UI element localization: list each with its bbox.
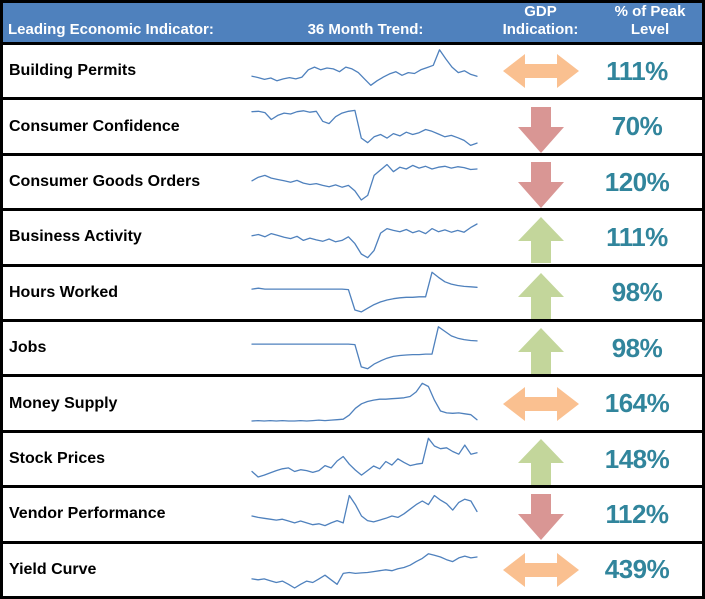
pct-of-peak-value: 111% [606, 55, 668, 86]
indicator-label: Hours Worked [9, 283, 119, 301]
indicator-label: Yield Curve [9, 560, 97, 578]
indicator-label: Stock Prices [9, 450, 106, 468]
indicator-label: Business Activity [9, 228, 142, 246]
gdp-arrow-flat-icon [483, 377, 598, 429]
table-row: Business Activity 111% [3, 211, 702, 267]
pct-of-peak-value: 98% [611, 332, 663, 363]
pct-of-peak-value: 439% [604, 554, 670, 585]
table-row: Yield Curve 439% [3, 543, 702, 597]
gdp-arrow-up-icon [483, 433, 598, 486]
trend-sparkline [248, 433, 483, 485]
table-row: Building Permits 111% [3, 45, 702, 101]
trend-sparkline [248, 488, 483, 540]
table-row: Consumer Goods Orders 120% [3, 155, 702, 212]
indicator-label: Money Supply [9, 394, 118, 412]
pct-of-peak-value: 112% [605, 498, 669, 529]
indicator-label: Vendor Performance [9, 505, 166, 523]
pct-of-peak-value: 98% [611, 277, 663, 308]
indicator-label: Consumer Goods Orders [9, 173, 201, 191]
indicator-label: Building Permits [9, 62, 137, 80]
header-gdp-line2: Indication: [502, 21, 579, 38]
table-body: Building Permits 111% Consumer Confidence 7… [3, 45, 702, 597]
table-header: Leading Economic Indicator: 36 Month Tre… [3, 3, 702, 45]
header-trend-column: 36 Month Trend: [248, 3, 483, 42]
pct-of-peak-value: 120% [604, 166, 670, 197]
indicator-label: Consumer Confidence [9, 117, 180, 135]
pct-of-peak-value: 164% [604, 388, 670, 419]
gdp-arrow-down-icon [483, 156, 598, 209]
header-gdp-column: GDP Indication: [483, 3, 598, 42]
table-row: Stock Prices 148% [3, 432, 702, 489]
table-row: Jobs 98% [3, 322, 702, 378]
gdp-arrow-flat-icon [483, 544, 598, 596]
gdp-arrow-flat-icon [483, 45, 598, 97]
table-row: Consumer Confidence 70% [3, 100, 702, 156]
pct-of-peak-value: 111% [606, 221, 668, 252]
table-row: Hours Worked 98% [3, 266, 702, 323]
gdp-arrow-up-icon [483, 322, 598, 375]
indicator-label: Jobs [9, 339, 47, 357]
gdp-arrow-down-icon [483, 100, 598, 153]
trend-sparkline [248, 156, 483, 208]
header-peak-column: % of Peak Level [598, 3, 702, 42]
header-trend-label: 36 Month Trend: [307, 21, 424, 38]
gdp-arrow-up-icon [483, 211, 598, 264]
trend-sparkline [248, 378, 483, 430]
trend-sparkline [248, 101, 483, 153]
trend-sparkline [248, 211, 483, 263]
pct-of-peak-value: 70% [611, 111, 663, 142]
header-indicator-label: Leading Economic Indicator: [8, 21, 214, 38]
header-indicator-column: Leading Economic Indicator: [3, 3, 248, 42]
table-row: Money Supply 164% [3, 377, 702, 433]
trend-sparkline [248, 544, 483, 596]
trend-sparkline [248, 45, 483, 97]
header-peak-line1: % of Peak [614, 3, 686, 20]
pct-of-peak-value: 148% [604, 443, 670, 474]
gdp-arrow-up-icon [483, 267, 598, 319]
table-row: Vendor Performance 112% [3, 488, 702, 544]
header-gdp-line1: GDP [524, 3, 557, 20]
gdp-arrow-down-icon [483, 488, 598, 541]
header-peak-line2: Level [630, 21, 670, 38]
trend-sparkline [248, 267, 483, 319]
trend-sparkline [248, 322, 483, 374]
